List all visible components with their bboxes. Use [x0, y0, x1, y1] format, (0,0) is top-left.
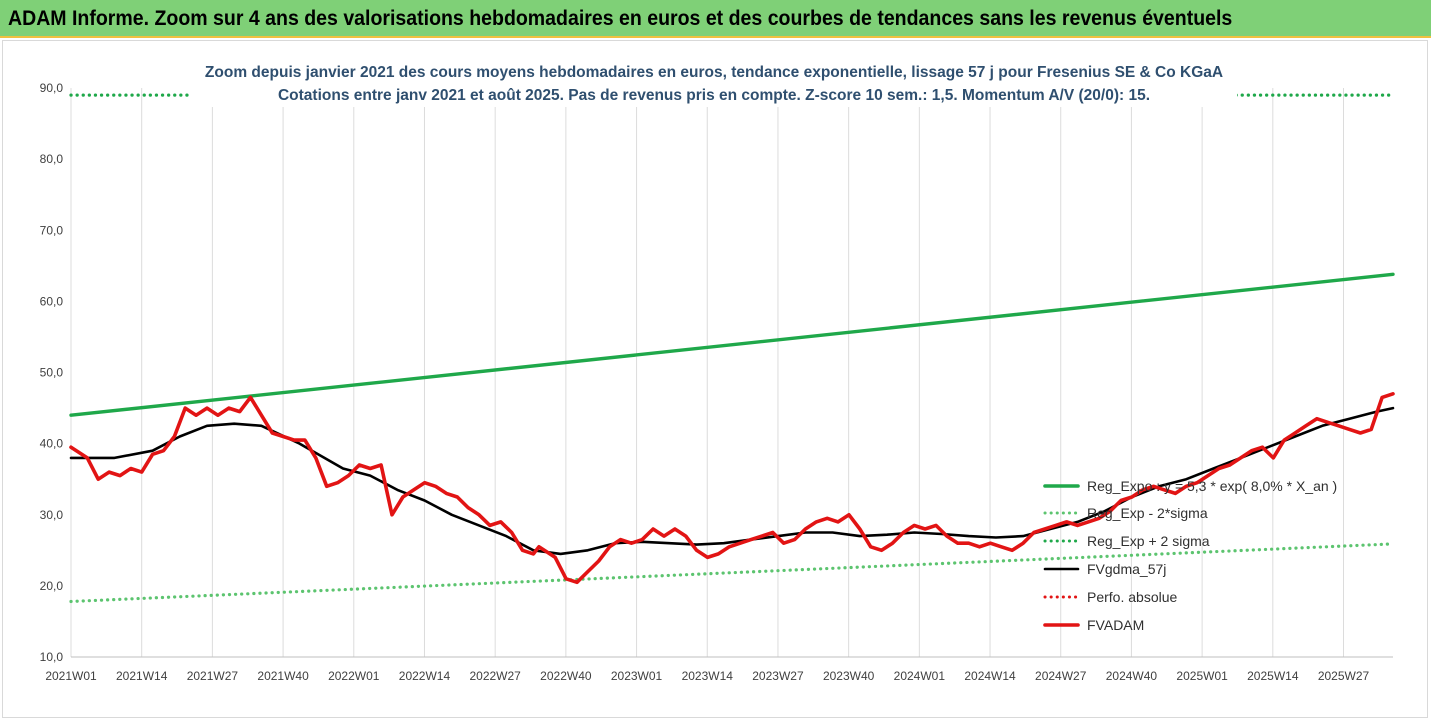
x-tick-label: 2021W14: [116, 669, 168, 683]
report-title: ADAM Informe. Zoom sur 4 ans des valoris…: [8, 7, 1233, 30]
y-tick-label: 10,0: [40, 650, 64, 664]
y-tick-label: 20,0: [40, 579, 64, 593]
y-tick-label: 50,0: [40, 366, 64, 380]
line-chart: 10,0 20,0 30,0 40,0 50,0 60,0 70,0 80,0 90,0 202…: [40, 55, 1395, 683]
x-tick-label: 2022W01: [328, 669, 380, 683]
y-tick-label: 60,0: [40, 294, 64, 308]
x-tick-label: 2025W14: [1247, 669, 1299, 683]
x-tick-label: 2021W01: [45, 669, 97, 683]
series-line-3: [69, 406, 1395, 556]
x-tick-label: 2024W27: [1035, 669, 1087, 683]
title-backdrop: [191, 55, 1237, 107]
chart-subtitle: Cotations entre janv 2021 et août 2025. …: [278, 87, 1150, 104]
y-axis-ticks: 10,0 20,0 30,0 40,0 50,0 60,0 70,0 80,0 90,0: [40, 81, 64, 664]
series-line-1: [69, 542, 1395, 604]
x-tick-label: 2025W01: [1176, 669, 1228, 683]
y-tick-label: 30,0: [40, 508, 64, 522]
legend-label-0: Reg_Expo : y = 5,3 * exp( 8,0% * X_an ): [1087, 478, 1337, 494]
x-tick-label: 2022W14: [399, 669, 451, 683]
x-tick-label: 2023W40: [823, 669, 875, 683]
x-tick-label: 2022W40: [540, 669, 592, 683]
x-tick-label: 2024W14: [964, 669, 1016, 683]
legend-label-2: Reg_Exp + 2 sigma: [1087, 533, 1210, 549]
x-tick-label: 2023W27: [752, 669, 804, 683]
legend-label-4: Perfo. absolue: [1087, 589, 1177, 605]
legend-label-5: FVADAM: [1087, 617, 1144, 633]
x-tick-label: 2024W40: [1106, 669, 1158, 683]
legend-label-1: Reg_Exp - 2*sigma: [1087, 505, 1208, 521]
series-line-5: [69, 391, 1395, 585]
x-tick-label: 2023W14: [682, 669, 734, 683]
chart-frame: 10,0 20,0 30,0 40,0 50,0 60,0 70,0 80,0 90,0 202…: [2, 40, 1428, 718]
report-banner: ADAM Informe. Zoom sur 4 ans des valoris…: [0, 0, 1431, 38]
x-tick-label: 2022W27: [469, 669, 521, 683]
x-axis-ticks: 2021W01 2021W14 2021W27 2021W40 2022W01 2022W…: [45, 669, 1369, 683]
y-tick-label: 40,0: [40, 437, 64, 451]
x-tick-label: 2021W27: [187, 669, 239, 683]
chart-title: Zoom depuis janvier 2021 des cours moyen…: [205, 64, 1223, 81]
x-tick-label: 2025W27: [1318, 669, 1370, 683]
chart-series: [69, 93, 1395, 604]
y-tick-label: 70,0: [40, 223, 64, 237]
y-tick-label: 90,0: [40, 81, 64, 95]
x-tick-label: 2023W01: [611, 669, 663, 683]
series-line-0: [69, 272, 1395, 417]
x-tick-label: 2024W01: [894, 669, 946, 683]
chart-legend: Reg_Expo : y = 5,3 * exp( 8,0% * X_an ) R…: [1043, 478, 1337, 633]
y-tick-label: 80,0: [40, 152, 64, 166]
legend-label-3: FVgdma_57j: [1087, 561, 1166, 577]
x-tick-label: 2021W40: [257, 669, 309, 683]
vertical-gridlines: [70, 88, 1393, 658]
